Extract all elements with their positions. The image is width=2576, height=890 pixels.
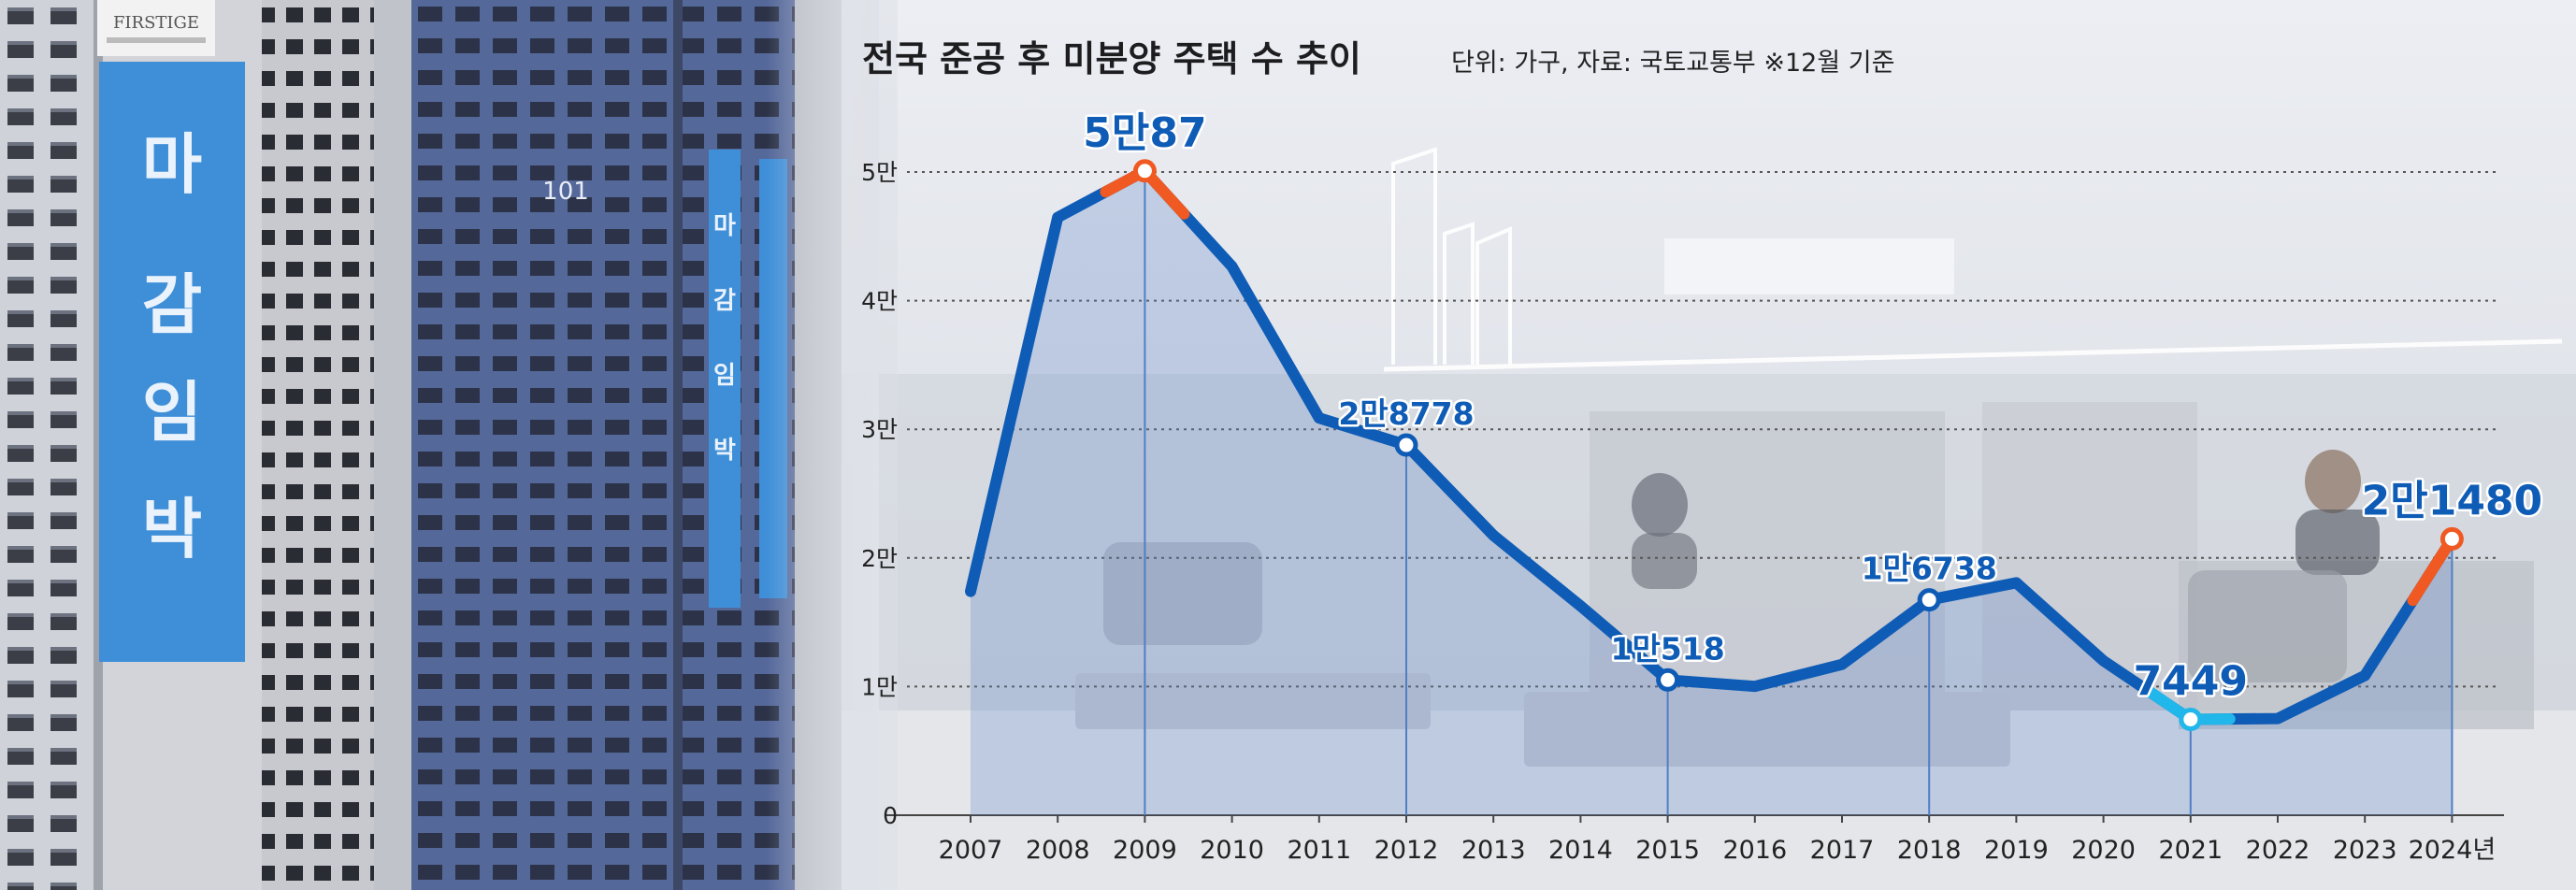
x-tick-label: 2008 xyxy=(1026,836,1090,865)
data-point-marker xyxy=(1132,159,1157,183)
data-label: 2만1480 xyxy=(2362,477,2543,524)
series-highlight xyxy=(2407,533,2458,607)
drop-lines xyxy=(1144,170,2454,815)
tower-number: 101 xyxy=(542,178,589,206)
x-tick-label: 2024년 xyxy=(2409,836,2497,865)
x-tick-label: 2016 xyxy=(1722,836,1787,865)
x-tick-label: 2018 xyxy=(1897,836,1962,865)
y-tick-label: 5만 xyxy=(861,159,898,186)
data-point-marker xyxy=(1656,668,1680,692)
data-label: 2만8778 xyxy=(1338,395,1474,432)
deadline-banner xyxy=(99,62,245,662)
chart-title: 전국 준공 후 미분양 주택 수 추이 xyxy=(862,38,1361,79)
svg-text:마: 마 xyxy=(713,212,736,240)
banner-char: 박 xyxy=(142,491,202,567)
y-tick-label: 4만 xyxy=(861,288,898,315)
area-fill xyxy=(971,170,2453,816)
data-label: 1만6738 xyxy=(1862,551,1997,587)
data-point-marker xyxy=(1394,433,1418,457)
x-tick-label: 2010 xyxy=(1200,836,1264,865)
data-label: 7449 xyxy=(2134,658,2248,706)
x-tick-label: 2020 xyxy=(2071,836,2136,865)
apartment-photo: FIRSTIGE 마 감 임 박 마 감 임 박 101 xyxy=(0,0,879,890)
chart: 전국 준공 후 미분양 주택 수 추이 단위: 가구, 자료: 국토교통부 ※1… xyxy=(861,38,2545,865)
area-shape xyxy=(971,170,2453,816)
banner-char: 마 xyxy=(142,126,202,203)
y-tick-label: 1만 xyxy=(861,673,898,700)
svg-text:감: 감 xyxy=(713,287,736,315)
y-tick-label: 0 xyxy=(883,802,898,829)
x-tick-label: 2023 xyxy=(2333,836,2397,865)
data-labels: 5만87 2만8778 1만518 1만6738 7449 2만1480 xyxy=(1081,107,2545,708)
svg-text:박: 박 xyxy=(713,437,736,465)
data-label: 1만518 xyxy=(1610,630,1724,667)
chart-subtitle: 단위: 가구, 자료: 국토교통부 ※12월 기준 xyxy=(1451,49,1894,78)
y-tick-label: 3만 xyxy=(861,416,898,443)
x-tick-label: 2009 xyxy=(1113,836,1177,865)
banner-char: 감 xyxy=(142,266,202,343)
banner-char: 임 xyxy=(142,374,202,451)
data-point-marker xyxy=(2439,526,2464,551)
x-tick-label: 2011 xyxy=(1287,836,1351,865)
data-point-marker xyxy=(2179,708,2203,732)
x-tick-label: 2007 xyxy=(939,836,1003,865)
brand-sign: FIRSTIGE xyxy=(113,13,199,33)
x-tick-label: 2021 xyxy=(2158,836,2223,865)
y-axis: 0 1만 2만 3만 4만 5만 xyxy=(861,159,898,829)
x-tick-label: 2022 xyxy=(2246,836,2310,865)
x-tick-label: 2019 xyxy=(1984,836,2049,865)
x-tick-label: 2017 xyxy=(1810,836,1875,865)
data-point-marker xyxy=(1917,588,1941,612)
svg-text:임: 임 xyxy=(713,362,736,390)
x-tick-label: 2015 xyxy=(1635,836,1700,865)
x-tick-label: 2014 xyxy=(1548,836,1613,865)
x-tick-label: 2012 xyxy=(1374,836,1439,865)
x-axis: 2007 2008 2009 2010 2011 2012 2013 2014 2015 2016… xyxy=(939,815,2497,865)
markers xyxy=(1132,159,2464,732)
y-tick-label: 2만 xyxy=(861,545,898,572)
x-tick-label: 2013 xyxy=(1461,836,1526,865)
data-label: 5만87 xyxy=(1083,109,1206,157)
